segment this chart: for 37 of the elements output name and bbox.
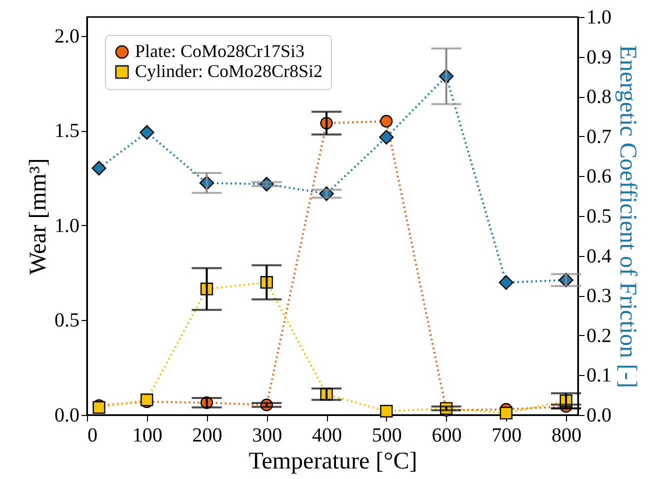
y2-tick-label: 0.5 — [586, 206, 612, 228]
y-tick-label: 0.0 — [54, 404, 80, 426]
point — [140, 125, 154, 140]
y2-tick-label: 0.1 — [586, 364, 612, 387]
y-tick-label: 1.0 — [54, 214, 80, 237]
y-tick-label: 1.5 — [54, 120, 80, 142]
point — [379, 130, 394, 145]
point — [380, 114, 393, 128]
point — [498, 275, 514, 290]
x-tick-label: 300 — [252, 424, 282, 446]
y-axis-title: Wear [mm³] — [26, 158, 52, 275]
x-tick-label: 200 — [192, 424, 222, 446]
y-tick-label: 2.0 — [54, 25, 80, 48]
y2-tick-label: 0.3 — [586, 285, 612, 308]
point — [380, 404, 393, 418]
x-tick-label: 800 — [552, 424, 582, 446]
point — [92, 160, 106, 176]
x-axis-title: Temperature [°C] — [248, 448, 418, 474]
legend-label: Cylinder: CoMo28Cr8Si2 — [135, 61, 323, 81]
x-tick-label: 700 — [492, 424, 522, 446]
x-tick-label: 100 — [132, 424, 162, 446]
y2-tick-label: 0.4 — [586, 245, 612, 268]
x-tick-label: 0 — [88, 424, 98, 446]
y2-tick-label: 0.9 — [586, 46, 612, 68]
y2-tick-label: 1.0 — [586, 6, 612, 28]
y2-axis-title: Energetic Coefficient of Friction [-] — [614, 45, 640, 388]
y2-tick-label: 0.7 — [586, 126, 612, 148]
y2-tick-label: 0.6 — [586, 166, 612, 188]
x-tick-label: 600 — [432, 424, 462, 446]
x-tick-label: 400 — [312, 424, 342, 446]
y2-tick-label: 0.2 — [586, 324, 612, 347]
legend-label: Plate: CoMo28Cr17Si3 — [135, 41, 305, 61]
y2-tick-label: 0.0 — [586, 404, 612, 426]
point — [500, 406, 512, 420]
y2-tick-label: 0.8 — [586, 86, 612, 108]
x-tick-label: 500 — [372, 424, 402, 446]
y-tick-label: 0.5 — [54, 310, 80, 332]
